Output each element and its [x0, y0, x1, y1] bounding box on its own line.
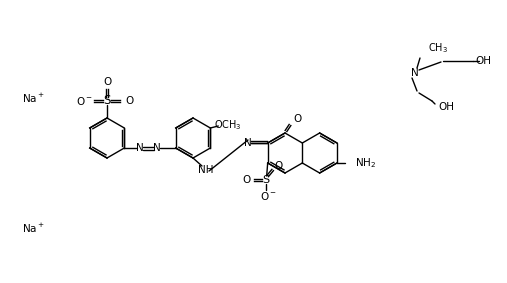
Text: S: S [103, 95, 111, 108]
Text: O$^-$: O$^-$ [76, 95, 92, 107]
Text: NH: NH [198, 165, 214, 175]
Text: OH: OH [475, 56, 491, 66]
Text: CH$_3$: CH$_3$ [428, 41, 448, 55]
Text: N: N [411, 68, 419, 78]
Text: OCH$_3$: OCH$_3$ [214, 118, 242, 132]
Text: S: S [262, 175, 269, 185]
Text: O: O [125, 96, 133, 106]
Text: Na$^+$: Na$^+$ [22, 222, 45, 235]
Text: N: N [153, 143, 161, 153]
Text: O: O [275, 161, 283, 171]
Text: Na$^+$: Na$^+$ [22, 91, 45, 104]
Text: N: N [136, 143, 144, 153]
Text: O$^-$: O$^-$ [260, 190, 277, 202]
Text: O: O [103, 77, 111, 87]
Text: O: O [242, 175, 251, 185]
Text: O: O [294, 114, 302, 124]
Text: NH$_2$: NH$_2$ [355, 156, 376, 170]
Text: N: N [244, 138, 252, 148]
Text: OH: OH [438, 102, 454, 112]
